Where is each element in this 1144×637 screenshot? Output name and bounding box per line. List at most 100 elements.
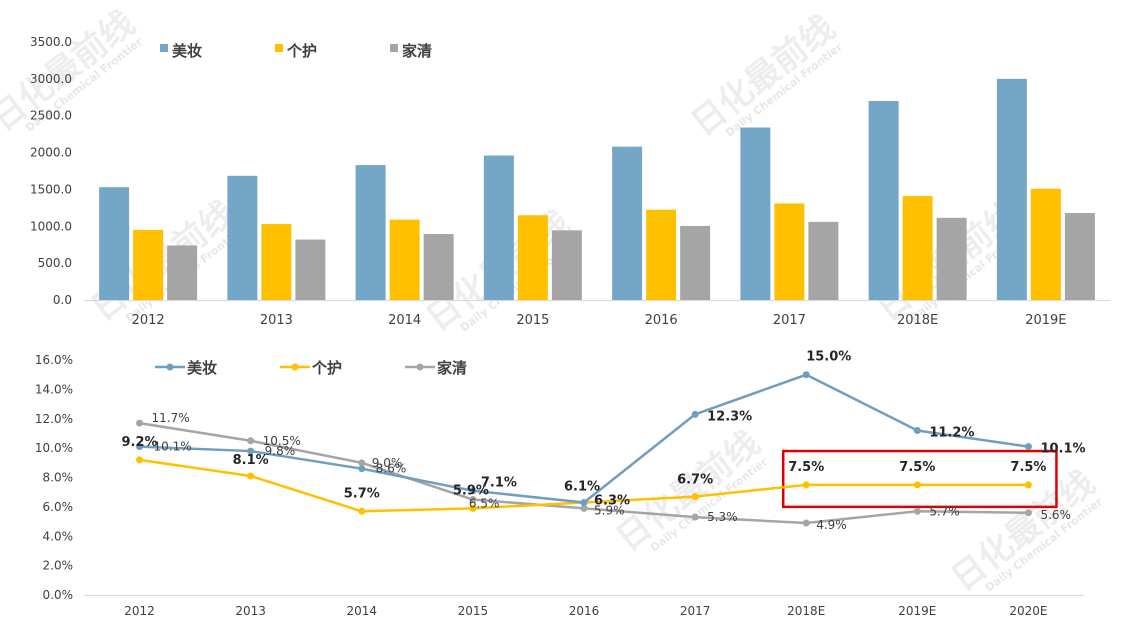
data-label-美妆: 11.2% [929,426,974,441]
bar-家清 [167,245,198,300]
point-美妆 [247,447,255,455]
y-tick-label: 6.0% [43,500,74,514]
bar-美妆 [483,155,514,300]
bar-个护 [133,229,164,300]
point-个护 [691,493,699,501]
point-美妆 [1024,443,1032,451]
data-label-美妆: 8.6% [376,462,407,476]
data-label-家清: 6.5% [469,497,500,511]
x-tick-label: 2018E [787,604,825,618]
point-个护 [802,481,810,489]
x-tick-label: 2018E [897,313,938,328]
data-label-家清: 5.9% [594,503,625,517]
point-个护 [469,504,477,512]
point-家清 [136,419,144,427]
data-label-美妆: 10.1% [154,440,192,454]
bar-个护 [902,196,933,300]
data-label-美妆: 6.1% [564,479,600,494]
data-label-家清: 5.6% [1040,508,1071,522]
y-tick-label: 1000.0 [30,219,72,233]
bar-家清 [551,230,582,300]
x-tick-label: 2019E [898,604,936,618]
point-美妆 [691,410,699,418]
data-label-家清: 5.7% [929,504,960,518]
legend-marker [166,363,174,371]
data-label-个护: 6.7% [677,473,713,488]
bar-家清 [423,234,454,300]
bar-美妆 [740,127,771,300]
y-tick-label: 2000.0 [30,146,72,160]
legend-label: 美妆 [172,42,202,60]
data-label-个护: 7.5% [788,460,824,475]
point-美妆 [913,427,921,434]
data-label-个护: 8.1% [233,453,269,468]
bar-家清 [808,221,839,300]
bar-美妆 [868,100,899,300]
x-tick-label: 2016 [569,604,600,618]
point-美妆 [358,465,366,473]
point-家清 [469,496,477,504]
bar-个护 [646,209,677,300]
x-tick-label: 2015 [516,313,549,328]
y-tick-label: 12.0% [35,412,73,426]
x-tick-label: 2017 [680,604,711,618]
x-tick-label: 2012 [124,604,155,618]
x-tick-label: 2013 [235,604,266,618]
data-label-美妆: 10.1% [1040,442,1085,457]
highlight-box [781,449,1058,509]
data-label-家清: 4.9% [816,518,847,532]
legend-label: 家清 [437,359,467,377]
legend-marker [416,363,424,371]
bar-美妆 [612,146,643,300]
data-label-个护: 5.9% [453,483,489,498]
data-label-家清: 9.0% [372,456,403,470]
point-美妆 [136,443,144,451]
data-label-个护: 6.3% [594,493,630,508]
data-label-家清: 10.5% [263,434,301,448]
bar-个护 [261,224,292,300]
point-个护 [1024,481,1032,489]
point-美妆 [580,498,588,506]
legend-swatch [390,44,398,52]
bar-美妆 [355,165,386,300]
data-label-家清: 5.3% [707,510,738,524]
bar-家清 [680,225,711,300]
y-tick-label: 0.0% [43,588,74,602]
data-label-美妆: 15.0% [806,350,851,365]
point-个护 [247,472,255,480]
point-家清 [691,513,699,521]
legend-swatch [160,44,168,52]
y-tick-label: 3500.0 [30,35,72,49]
x-tick-label: 2013 [260,313,293,328]
x-tick-label: 2017 [773,313,806,328]
legend-marker [291,363,299,371]
y-tick-label: 2.0% [43,559,74,573]
data-label-个护: 5.7% [344,486,380,501]
x-tick-label: 2015 [458,604,489,618]
legend-swatch [275,44,283,52]
bar-家清 [936,217,967,300]
x-tick-label: 2014 [388,313,421,328]
point-家清 [358,459,366,467]
watermark-text: 日化最前线 [684,8,843,144]
legend-label: 美妆 [187,359,217,377]
data-label-家清: 11.7% [152,411,190,425]
data-label-美妆: 9.8% [265,444,296,458]
y-tick-label: 16.0% [35,353,73,367]
data-label-美妆: 12.3% [707,409,752,424]
y-tick-label: 8.0% [43,471,74,485]
legend-label: 家清 [402,42,432,60]
point-个护 [136,456,144,464]
x-tick-label: 2020E [1009,604,1047,618]
data-label-个护: 7.5% [899,460,935,475]
x-tick-label: 2016 [645,313,678,328]
y-tick-label: 500.0 [38,256,72,270]
data-label-美妆: 7.1% [481,476,517,491]
bar-个护 [1030,188,1061,300]
point-个护 [358,507,366,515]
bar-美妆 [996,78,1027,300]
bar-美妆 [227,175,258,300]
